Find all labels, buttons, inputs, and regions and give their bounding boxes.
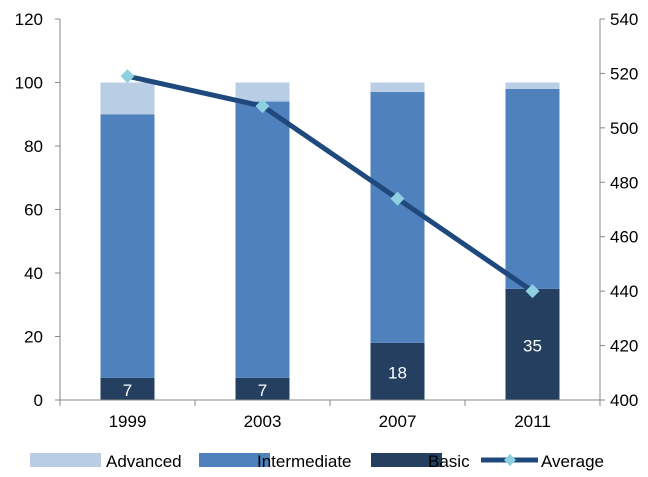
legend-label-average: Average	[541, 452, 604, 471]
y-tick-label-right: 480	[610, 173, 638, 192]
x-tick-label: 2011	[514, 412, 551, 431]
bar-intermediate-2011	[505, 88, 560, 289]
legend-marker-average	[504, 454, 516, 466]
legend-label-basic: Basic	[428, 452, 470, 471]
y-tick-label-left: 60	[24, 201, 43, 220]
y-tick-label-left: 120	[15, 10, 43, 29]
bar-intermediate-2007	[370, 92, 425, 343]
line-average	[126, 73, 534, 294]
y-tick-label-right: 400	[610, 391, 638, 410]
legend-label-intermediate: Intermediate	[257, 452, 352, 471]
data-label-basic-2003: 7	[258, 381, 267, 400]
y-tick-label-right: 500	[610, 119, 638, 138]
marker-average-2007	[390, 191, 405, 206]
legend-label-advanced: Advanced	[106, 452, 182, 471]
y-tick-label-right: 460	[610, 228, 638, 247]
legend-item-basic: Basic	[371, 452, 470, 471]
x-tick-label: 1999	[109, 412, 147, 431]
bar-advanced-2007	[370, 82, 425, 93]
legend-item-intermediate: Intermediate	[199, 452, 352, 471]
legend-item-advanced: Advanced	[30, 452, 182, 471]
data-label-basic-1999: 7	[123, 381, 132, 400]
legend-swatch-advanced	[30, 453, 101, 467]
y-tick-label-left: 20	[24, 328, 43, 347]
bar-intermediate-1999	[100, 114, 155, 378]
legend-swatch-basic	[371, 453, 442, 467]
bar-advanced-1999	[100, 82, 155, 115]
marker-average-2003	[255, 99, 270, 114]
legend-swatch-intermediate	[199, 453, 270, 467]
x-tick-label: 2003	[244, 412, 282, 431]
y-tick-label-left: 100	[15, 74, 43, 93]
bar-basic-1999	[100, 377, 155, 400]
bar-advanced-2011	[505, 82, 560, 89]
marker-average-2011	[525, 284, 540, 299]
data-label-basic-2011: 35	[523, 336, 542, 355]
y-tick-label-left: 40	[24, 264, 43, 283]
bar-basic-2011	[505, 288, 560, 400]
bar-basic-2007	[370, 342, 425, 400]
marker-average-1999	[120, 69, 135, 84]
y-tick-label-right: 440	[610, 282, 638, 301]
bar-advanced-2003	[235, 82, 290, 102]
y-tick-label-right: 520	[610, 64, 638, 83]
y-tick-label-right: 540	[610, 10, 638, 29]
bar-intermediate-2003	[235, 101, 290, 378]
legend-item-average: Average	[481, 452, 604, 471]
y-tick-label-left: 0	[34, 391, 43, 410]
y-tick-label-right: 420	[610, 337, 638, 356]
x-tick-label: 2007	[379, 412, 417, 431]
bar-basic-2003	[235, 377, 290, 400]
y-tick-label-left: 80	[24, 137, 43, 156]
data-label-basic-2007: 18	[388, 363, 407, 382]
